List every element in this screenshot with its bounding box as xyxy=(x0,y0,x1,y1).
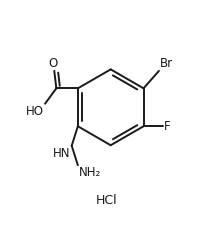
Text: NH₂: NH₂ xyxy=(79,166,101,179)
Text: O: O xyxy=(48,57,58,70)
Text: HO: HO xyxy=(26,105,44,118)
Text: F: F xyxy=(163,120,170,133)
Text: HCl: HCl xyxy=(95,194,117,207)
Text: HN: HN xyxy=(53,146,70,160)
Text: Br: Br xyxy=(159,57,172,70)
